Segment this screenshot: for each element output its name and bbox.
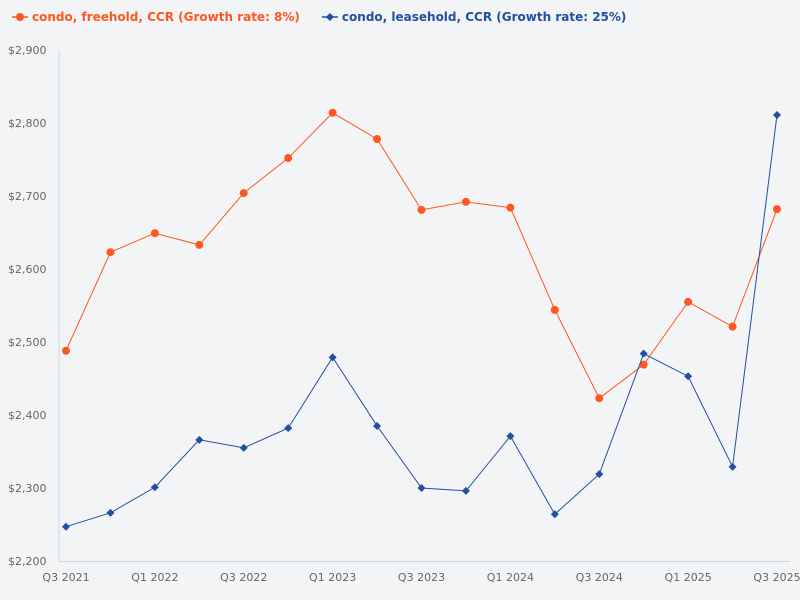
data-point[interactable]	[684, 372, 693, 381]
y-tick-label: $2,300	[8, 482, 47, 495]
data-point[interactable]	[461, 486, 470, 495]
data-point[interactable]	[106, 508, 115, 517]
legend-circle-marker-icon	[16, 13, 24, 21]
x-tick-label: Q1 2023	[309, 571, 356, 584]
series-0	[62, 108, 781, 403]
data-point[interactable]	[239, 189, 248, 198]
data-point[interactable]	[417, 484, 426, 492]
data-point[interactable]	[773, 205, 781, 214]
data-point[interactable]	[728, 462, 737, 471]
x-tick-label: Q3 2022	[220, 571, 267, 584]
data-point[interactable]	[239, 443, 248, 452]
data-point[interactable]	[639, 360, 648, 369]
data-point[interactable]	[373, 421, 382, 430]
data-point[interactable]	[506, 432, 515, 441]
x-tick-label: Q1 2024	[487, 571, 534, 584]
data-point[interactable]	[328, 353, 337, 362]
data-point[interactable]	[328, 108, 337, 117]
legend-item-1[interactable]: condo, leasehold, CCR (Growth rate: 25%)	[321, 10, 626, 24]
x-tick-label: Q1 2025	[665, 571, 712, 584]
x-tick-label: Q3 2023	[398, 571, 445, 584]
legend-item-0[interactable]: condo, freehold, CCR (Growth rate: 8%)	[12, 10, 300, 24]
x-tick-label: Q3 2025	[753, 571, 800, 584]
data-point[interactable]	[550, 510, 559, 519]
y-tick-label: $2,700	[8, 190, 47, 203]
x-tick-label: Q3 2021	[42, 571, 89, 584]
data-point[interactable]	[62, 346, 70, 355]
data-point[interactable]	[284, 154, 293, 163]
data-point[interactable]	[684, 297, 693, 306]
data-point[interactable]	[417, 205, 426, 214]
y-tick-label: $2,200	[8, 555, 47, 568]
legend-label: condo, leasehold, CCR (Growth rate: 25%)	[342, 10, 626, 24]
data-point[interactable]	[728, 322, 737, 331]
data-point[interactable]	[639, 349, 648, 358]
legend[interactable]: condo, freehold, CCR (Growth rate: 8%) co…	[12, 10, 626, 24]
data-point[interactable]	[506, 203, 515, 212]
data-point[interactable]	[150, 483, 159, 492]
data-point[interactable]	[150, 229, 159, 238]
y-tick-label: $2,800	[8, 117, 47, 130]
data-point[interactable]	[195, 240, 204, 249]
data-point[interactable]	[284, 424, 293, 433]
y-tick-label: $2,500	[8, 336, 47, 349]
legend-label: condo, freehold, CCR (Growth rate: 8%)	[32, 10, 300, 24]
series-line	[65, 112, 778, 399]
y-tick-label: $2,900	[8, 44, 47, 57]
data-point[interactable]	[550, 305, 559, 314]
y-tick-label: $2,600	[8, 263, 47, 276]
series-line	[65, 114, 778, 528]
data-point[interactable]	[595, 470, 604, 479]
data-point[interactable]	[773, 110, 781, 119]
data-point[interactable]	[461, 197, 470, 206]
data-point[interactable]	[195, 435, 204, 444]
x-tick-label: Q3 2024	[576, 571, 623, 584]
data-point[interactable]	[595, 394, 604, 403]
legend-diamond-marker-icon	[325, 13, 334, 21]
y-tick-label: $2,400	[8, 409, 47, 422]
data-point[interactable]	[62, 522, 70, 531]
x-tick-label: Q1 2022	[131, 571, 178, 584]
data-point[interactable]	[106, 248, 115, 257]
series-1	[62, 110, 781, 531]
data-point[interactable]	[373, 135, 382, 144]
